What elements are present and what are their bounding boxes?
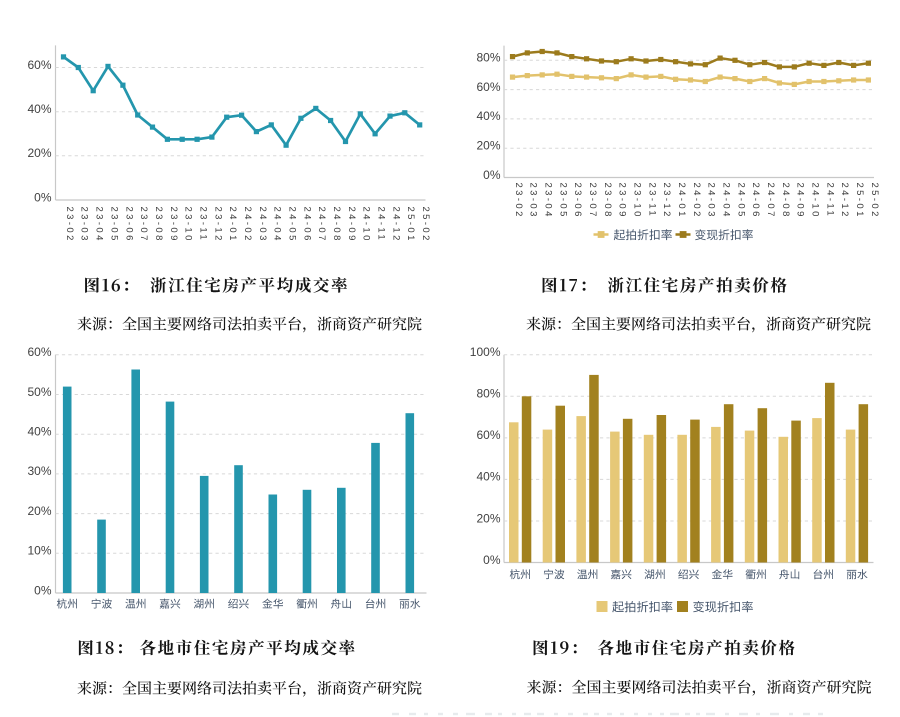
svg-text:25-02: 25-02: [869, 183, 880, 219]
svg-text:24-01: 24-01: [676, 183, 687, 219]
svg-text:25-01: 25-01: [405, 207, 416, 243]
svg-text:23-10: 23-10: [183, 207, 194, 243]
svg-text:24-11: 24-11: [376, 207, 387, 243]
svg-text:10%: 10%: [27, 544, 51, 558]
svg-text:24-06: 24-06: [301, 207, 312, 243]
svg-text:60%: 60%: [476, 428, 500, 442]
svg-text:0%: 0%: [483, 553, 501, 567]
svg-text:23-06: 23-06: [572, 183, 583, 219]
svg-text:24-07: 24-07: [316, 207, 327, 243]
svg-text:100%: 100%: [470, 345, 501, 359]
svg-text:23-05: 23-05: [557, 183, 568, 219]
svg-text:24-05: 24-05: [287, 207, 298, 243]
svg-text:23-09: 23-09: [617, 183, 628, 219]
svg-text:24-04: 24-04: [272, 207, 283, 243]
svg-text:24-03: 24-03: [706, 183, 717, 219]
svg-text:23-10: 23-10: [632, 183, 643, 219]
svg-text:24-01: 24-01: [227, 207, 238, 243]
svg-text:24-08: 24-08: [331, 207, 342, 243]
svg-text:23-06: 23-06: [123, 207, 134, 243]
svg-text:23-12: 23-12: [661, 183, 672, 219]
svg-text:30%: 30%: [27, 464, 51, 478]
svg-text:24-09: 24-09: [795, 183, 806, 219]
svg-text:23-11: 23-11: [198, 207, 209, 243]
svg-text:20%: 20%: [476, 139, 500, 153]
svg-text:80%: 80%: [476, 387, 500, 401]
svg-text:0%: 0%: [34, 190, 52, 204]
svg-text:24-10: 24-10: [810, 183, 821, 219]
svg-text:0%: 0%: [34, 583, 52, 597]
svg-text:23-07: 23-07: [587, 183, 598, 219]
svg-text:23-07: 23-07: [138, 207, 149, 243]
svg-text:23-12: 23-12: [212, 207, 223, 243]
svg-text:25-02: 25-02: [420, 207, 431, 243]
svg-text:24-11: 24-11: [824, 183, 835, 219]
svg-text:23-08: 23-08: [602, 183, 613, 219]
svg-text:24-12: 24-12: [390, 207, 401, 243]
svg-text:23-04: 23-04: [94, 207, 105, 243]
svg-text:40%: 40%: [476, 109, 500, 123]
svg-text:25-01: 25-01: [854, 183, 865, 219]
svg-text:20%: 20%: [476, 511, 500, 525]
svg-text:20%: 20%: [27, 146, 51, 160]
svg-text:24-02: 24-02: [242, 207, 253, 243]
svg-text:40%: 40%: [27, 425, 51, 439]
svg-text:24-07: 24-07: [765, 183, 776, 219]
svg-text:80%: 80%: [476, 51, 500, 65]
svg-text:24-04: 24-04: [721, 183, 732, 219]
svg-text:60%: 60%: [27, 58, 51, 72]
svg-text:24-05: 24-05: [735, 183, 746, 219]
svg-text:24-03: 24-03: [257, 207, 268, 243]
svg-text:0%: 0%: [483, 168, 501, 182]
svg-text:24-12: 24-12: [839, 183, 850, 219]
svg-text:23-11: 23-11: [646, 183, 657, 219]
svg-text:50%: 50%: [27, 385, 51, 399]
svg-text:23-04: 23-04: [543, 183, 554, 219]
svg-text:23-02: 23-02: [513, 183, 524, 219]
svg-text:40%: 40%: [27, 102, 51, 116]
svg-text:23-02: 23-02: [64, 207, 75, 243]
svg-text:40%: 40%: [476, 470, 500, 484]
svg-text:23-08: 23-08: [153, 207, 164, 243]
svg-text:23-05: 23-05: [108, 207, 119, 243]
svg-text:20%: 20%: [27, 504, 51, 518]
svg-text:24-08: 24-08: [780, 183, 791, 219]
svg-text:24-10: 24-10: [361, 207, 372, 243]
svg-text:23-09: 23-09: [168, 207, 179, 243]
svg-text:23-03: 23-03: [79, 207, 90, 243]
svg-text:24-06: 24-06: [750, 183, 761, 219]
svg-text:24-02: 24-02: [691, 183, 702, 219]
svg-text:60%: 60%: [27, 345, 51, 359]
svg-text:24-09: 24-09: [346, 207, 357, 243]
svg-text:23-03: 23-03: [528, 183, 539, 219]
svg-text:60%: 60%: [476, 80, 500, 94]
